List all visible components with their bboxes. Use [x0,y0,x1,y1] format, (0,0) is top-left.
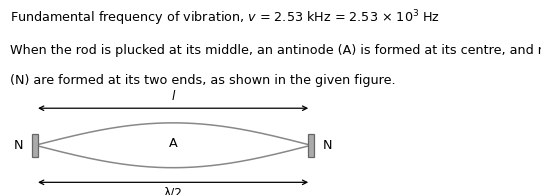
Text: l: l [171,90,175,103]
Text: When the rod is plucked at its middle, an antinode (A) is formed at its centre, : When the rod is plucked at its middle, a… [10,44,541,57]
FancyBboxPatch shape [308,134,314,157]
Text: λ/2: λ/2 [163,187,183,195]
Text: N: N [323,139,333,152]
FancyBboxPatch shape [32,134,38,157]
Text: Fundamental frequency of vibration, $v$ = 2.53 kHz = 2.53 $\times$ 10$^{3}$ Hz: Fundamental frequency of vibration, $v$ … [10,9,440,28]
Text: A: A [169,137,177,150]
Text: N: N [14,139,23,152]
Text: (N) are formed at its two ends, as shown in the given figure.: (N) are formed at its two ends, as shown… [10,74,395,87]
